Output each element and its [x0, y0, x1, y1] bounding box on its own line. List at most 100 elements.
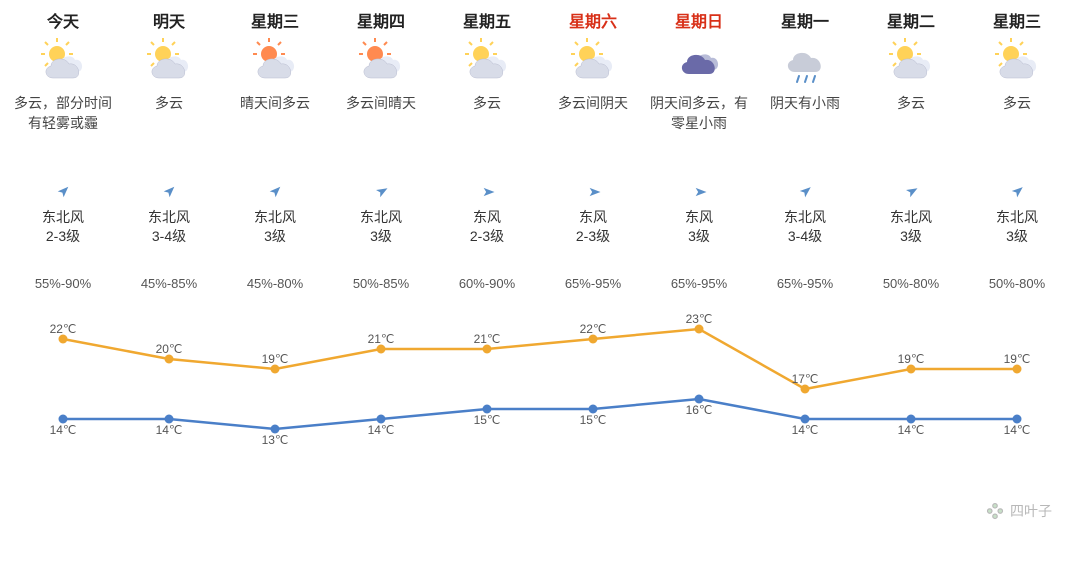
wind-arrow-icon: [265, 182, 285, 202]
humidity-cell: 45%-80%: [222, 276, 328, 291]
condition-text: 晴天间多云: [224, 94, 326, 174]
humidity-cell: 50%-85%: [328, 276, 434, 291]
high-temp-label: 19℃: [1004, 352, 1031, 366]
condition-text: 多云，部分时间有轻雾或霾: [12, 94, 114, 174]
wind-arrow-icon: [159, 182, 179, 202]
weather-icon: [781, 38, 829, 86]
high-temp-label: 23℃: [686, 312, 713, 326]
wind-direction: 东风: [436, 208, 538, 226]
low-temp-label: 14℃: [792, 423, 819, 437]
temperature-chart: 22℃ 14℃ 20℃ 14℃ 19℃ 13℃ 21℃ 14℃ 21℃ 15℃ 22℃ 15℃ 23℃ 1…: [10, 299, 1070, 459]
low-temp-label: 15℃: [474, 413, 501, 427]
day-column: 星期五 多云 东风 2-3级: [434, 8, 540, 246]
high-temp-label: 17℃: [792, 372, 819, 386]
humidity-cell: 45%-85%: [116, 276, 222, 291]
high-temp-label: 19℃: [898, 352, 925, 366]
weather-icon: [887, 38, 935, 86]
wind-direction: 东北风: [754, 208, 856, 226]
humidity-row: 55%-90%45%-85%45%-80%50%-85%60%-90%65%-9…: [0, 246, 1080, 291]
wind-level: 3-4级: [118, 226, 220, 246]
wind-level: 2-3级: [12, 226, 114, 246]
day-label: 星期六: [542, 8, 644, 32]
wind-arrow-icon: [477, 182, 497, 202]
wind-direction: 东风: [648, 208, 750, 226]
condition-text: 多云间阴天: [542, 94, 644, 174]
day-label: 明天: [118, 8, 220, 32]
condition-text: 阴天有小雨: [754, 94, 856, 174]
wind-arrow-icon: [53, 182, 73, 202]
day-column: 明天 多云 东北风 3-4级: [116, 8, 222, 246]
humidity-cell: 65%-95%: [752, 276, 858, 291]
wind-direction: 东北风: [860, 208, 962, 226]
wind-level: 3级: [860, 226, 962, 246]
day-column: 今天 多云，部分时间有轻雾或霾 东北风 2-3级: [10, 8, 116, 246]
weather-icon: [145, 38, 193, 86]
humidity-cell: 50%-80%: [858, 276, 964, 291]
wind-arrow-icon: [371, 182, 391, 202]
high-temp-label: 22℃: [50, 322, 77, 336]
wind-level: 3级: [966, 226, 1068, 246]
wind-direction: 东北风: [12, 208, 114, 226]
low-temp-label: 14℃: [1004, 423, 1031, 437]
wind-direction: 东北风: [966, 208, 1068, 226]
day-label: 星期二: [860, 8, 962, 32]
wind-arrow-icon: [1007, 182, 1027, 202]
wind-direction: 东北风: [224, 208, 326, 226]
wind-arrow-icon: [689, 182, 709, 202]
wind-level: 2-3级: [436, 226, 538, 246]
wind-direction: 东北风: [118, 208, 220, 226]
condition-text: 多云: [436, 94, 538, 174]
weather-icon: [251, 38, 299, 86]
wind-arrow-icon: [795, 182, 815, 202]
day-column: 星期四 多云间晴天 东北风 3级: [328, 8, 434, 246]
condition-text: 多云: [118, 94, 220, 174]
weather-icon: [39, 38, 87, 86]
condition-text: 多云: [966, 94, 1068, 174]
high-temp-label: 22℃: [580, 322, 607, 336]
day-label: 星期五: [436, 8, 538, 32]
humidity-cell: 65%-95%: [646, 276, 752, 291]
low-temp-label: 14℃: [50, 423, 77, 437]
day-label: 星期日: [648, 8, 750, 32]
condition-text: 多云: [860, 94, 962, 174]
day-column: 星期日 阴天间多云，有零星小雨 东风 3级: [646, 8, 752, 246]
day-column: 星期六 多云间阴天 东风 2-3级: [540, 8, 646, 246]
day-label: 今天: [12, 8, 114, 32]
low-temp-label: 13℃: [262, 433, 289, 447]
forecast-grid: 今天 多云，部分时间有轻雾或霾 东北风 2-3级 明天 多云 东北风 3-4级 …: [0, 0, 1080, 246]
day-label: 星期三: [224, 8, 326, 32]
wind-direction: 东北风: [330, 208, 432, 226]
low-temp-label: 14℃: [898, 423, 925, 437]
day-column: 星期二 多云 东北风 3级: [858, 8, 964, 246]
day-column: 星期一 阴天有小雨 东北风 3-4级: [752, 8, 858, 246]
day-label: 星期四: [330, 8, 432, 32]
low-temp-label: 15℃: [580, 413, 607, 427]
high-temp-label: 21℃: [368, 332, 395, 346]
weather-icon: [993, 38, 1041, 86]
weather-icon: [569, 38, 617, 86]
wind-level: 3级: [648, 226, 750, 246]
wind-arrow-icon: [583, 182, 603, 202]
day-column: 星期三 晴天间多云 东北风 3级: [222, 8, 328, 246]
weather-icon: [463, 38, 511, 86]
low-temp-label: 16℃: [686, 403, 713, 417]
humidity-cell: 50%-80%: [964, 276, 1070, 291]
wind-level: 3级: [330, 226, 432, 246]
day-label: 星期三: [966, 8, 1068, 32]
humidity-cell: 60%-90%: [434, 276, 540, 291]
watermark: 四叶子: [980, 499, 1058, 523]
high-temp-label: 20℃: [156, 342, 183, 356]
weather-icon: [675, 38, 723, 86]
low-temp-label: 14℃: [368, 423, 395, 437]
weather-icon: [357, 38, 405, 86]
condition-text: 阴天间多云，有零星小雨: [648, 94, 750, 174]
low-temp-label: 14℃: [156, 423, 183, 437]
high-temp-label: 21℃: [474, 332, 501, 346]
wind-direction: 东风: [542, 208, 644, 226]
day-label: 星期一: [754, 8, 856, 32]
high-temp-label: 19℃: [262, 352, 289, 366]
wind-arrow-icon: [901, 182, 921, 202]
wind-level: 3-4级: [754, 226, 856, 246]
humidity-cell: 65%-95%: [540, 276, 646, 291]
day-column: 星期三 多云 东北风 3级: [964, 8, 1070, 246]
